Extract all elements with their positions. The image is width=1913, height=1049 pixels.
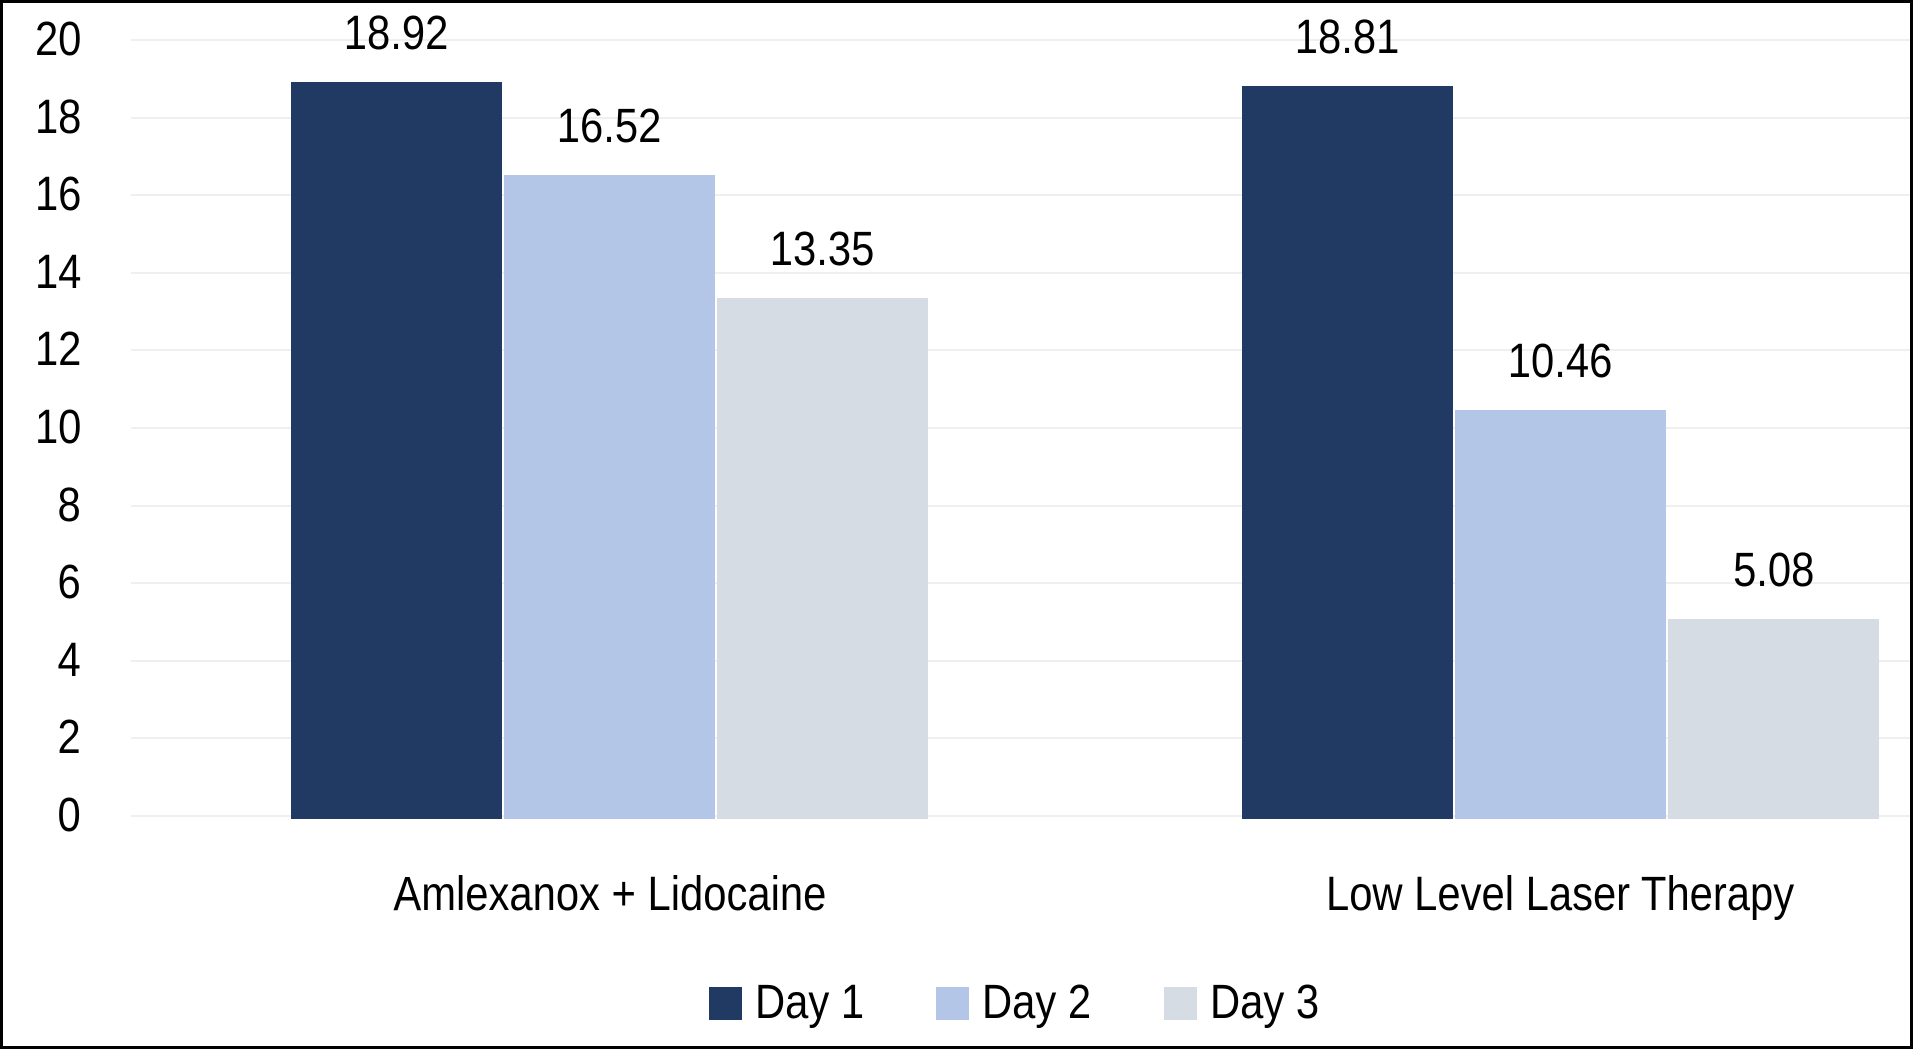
category-label-text: Low Level Laser Therapy (1326, 868, 1795, 921)
bar-day-2-group-2 (1455, 410, 1666, 819)
bar-day-3-group-2 (1668, 618, 1879, 819)
bar-day-1-group-2 (1242, 86, 1453, 819)
bar-day-1-group-1 (291, 81, 502, 819)
gridline-y-8 (131, 504, 1910, 507)
y-axis-tick-14: 14 (34, 245, 81, 299)
y-axis-tick-12: 12 (34, 323, 81, 377)
gridline-y-14 (131, 271, 1910, 274)
gridline-y-4 (131, 659, 1910, 662)
gridline-y-0 (131, 815, 1910, 817)
bar-day-3-group-1 (717, 298, 928, 819)
gridline-y-20 (131, 39, 1910, 41)
legend-swatch-day-2 (936, 986, 970, 1020)
value-label-day-1-group-1: 18.92 (344, 6, 449, 60)
category-label-text: Amlexanox + Lidocaine (393, 868, 826, 921)
value-label-day-2-group-1: 16.52 (557, 100, 662, 154)
y-axis-tick-8: 8 (57, 478, 81, 532)
gridline-y-12 (131, 349, 1910, 352)
gridline-y-10 (131, 427, 1910, 429)
legend: Day 1 Day 2 Day 3 (131, 975, 1910, 1031)
category-label-low-level-laser-therapy: Low Level Laser Therapy (1161, 868, 1911, 921)
legend-item-day-3: Day 3 (1163, 976, 1335, 1029)
y-axis-tick-0: 0 (57, 789, 81, 842)
legend-label-day-1: Day 1 (754, 976, 864, 1029)
legend-item-day-2: Day 2 (936, 978, 1107, 1028)
gridline-y-6 (131, 582, 1910, 585)
bar-day-2-group-1 (504, 175, 715, 819)
legend-label-day-3: Day 3 (1209, 976, 1319, 1029)
y-axis-tick-4: 4 (57, 633, 81, 687)
value-label-day-3-group-1: 13.35 (770, 223, 875, 277)
gridline-y-16 (131, 194, 1910, 197)
value-label-day-1-group-2: 18.81 (1295, 11, 1400, 65)
y-axis-tick-16: 16 (34, 168, 81, 222)
legend-swatch-day-3 (1163, 986, 1197, 1020)
gridline-y-2 (131, 737, 1910, 740)
y-axis-tick-6: 6 (57, 556, 81, 610)
legend-swatch-day-1 (708, 986, 742, 1020)
y-axis-tick-2: 2 (57, 711, 81, 765)
value-label-day-3-group-2: 5.08 (1732, 543, 1815, 597)
y-axis-tick-20: 20 (34, 13, 81, 66)
category-label-amlexanox-lidocaine: Amlexanox + Lidocaine (210, 869, 1010, 921)
gridline-y-18 (131, 116, 1910, 119)
legend-item-day-1: Day 1 (708, 976, 880, 1029)
y-axis-tick-10: 10 (34, 401, 81, 454)
value-label-day-2-group-2: 10.46 (1508, 335, 1613, 389)
y-axis-tick-18: 18 (34, 90, 81, 144)
legend-label-day-2: Day 2 (982, 976, 1092, 1029)
